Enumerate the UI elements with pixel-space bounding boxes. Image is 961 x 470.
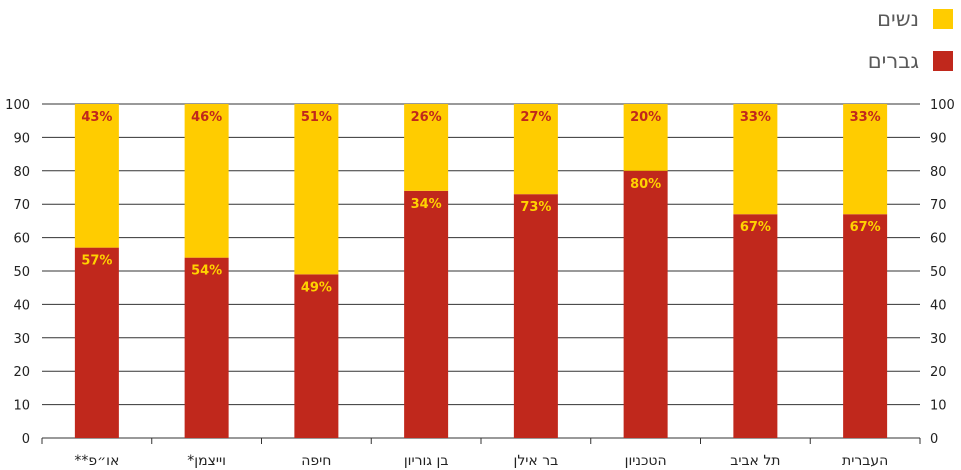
bar-segment-women <box>184 104 229 258</box>
bar-segment-men <box>404 190 449 438</box>
x-category-label: בן גוריון <box>404 453 449 469</box>
bar-segment-women <box>74 104 119 248</box>
legend-item-men: גברים <box>867 49 953 73</box>
y-tick-label-left: 10 <box>13 399 30 414</box>
y-tick-label-left: 90 <box>13 131 30 146</box>
bar-segment-men <box>74 247 119 438</box>
legend-label-women: נשים <box>877 7 919 31</box>
bar-segment-men <box>294 274 339 438</box>
y-tick-label-left: 60 <box>13 232 30 247</box>
data-label-men: 54% <box>191 264 222 279</box>
y-tick-label-right: 60 <box>930 232 947 247</box>
y-tick-label-left: 0 <box>22 432 30 447</box>
data-label-women: 27% <box>520 110 551 125</box>
x-category-label: תל אביב <box>730 453 780 469</box>
data-label-men: 80% <box>630 177 661 192</box>
y-tick-label-left: 40 <box>13 298 30 313</box>
bar-segment-men <box>513 194 558 438</box>
y-tick-label-left: 70 <box>13 198 30 213</box>
y-tick-label-right: 10 <box>930 399 947 414</box>
data-label-men: 73% <box>520 200 551 215</box>
x-category-label: הטכניון <box>625 453 667 469</box>
y-tick-label-right: 50 <box>930 265 947 280</box>
y-tick-label-right: 90 <box>930 131 947 146</box>
data-label-women: 51% <box>301 110 332 125</box>
bar-segment-men <box>733 214 778 438</box>
x-category-label: וייצמן* <box>187 453 226 469</box>
data-label-women: 26% <box>411 110 442 125</box>
data-label-women: 46% <box>191 110 222 125</box>
data-label-men: 34% <box>411 197 442 212</box>
bar-segment-women <box>843 104 888 215</box>
legend-swatch-men <box>933 51 953 71</box>
y-tick-label-right: 70 <box>930 198 947 213</box>
x-category-label: העברית <box>842 453 888 469</box>
data-label-women: 33% <box>740 110 771 125</box>
legend-swatch-women <box>933 9 953 29</box>
bar-segment-women <box>623 104 668 171</box>
y-tick-label-left: 50 <box>13 265 30 280</box>
data-label-women: 33% <box>850 110 881 125</box>
x-category-label: בר אילן <box>514 453 559 469</box>
bar-segment-women <box>513 104 558 195</box>
legend-item-women: נשים <box>877 7 953 31</box>
y-tick-label-left: 80 <box>13 165 30 180</box>
bar-segment-women <box>294 104 339 275</box>
x-category-label: או״פ** <box>74 453 119 469</box>
y-tick-label-right: 40 <box>930 298 947 313</box>
data-label-men: 57% <box>81 254 112 269</box>
data-label-men: 67% <box>740 220 771 235</box>
y-tick-label-left: 20 <box>13 365 30 380</box>
legend-label-men: גברים <box>867 49 919 73</box>
chart-legend: נשים גברים <box>813 4 953 74</box>
data-label-women: 20% <box>630 110 661 125</box>
y-tick-label-right: 0 <box>930 432 938 447</box>
data-label-women: 43% <box>81 110 112 125</box>
data-label-men: 67% <box>850 220 881 235</box>
x-category-label: חיפה <box>301 453 331 469</box>
bar-segment-men <box>623 170 668 439</box>
data-label-men: 49% <box>301 280 332 295</box>
y-tick-label-right: 100 <box>930 98 955 113</box>
y-tick-label-right: 20 <box>930 365 947 380</box>
y-tick-label-right: 80 <box>930 165 947 180</box>
y-tick-label-left: 100 <box>5 98 30 113</box>
bar-segment-men <box>184 257 229 438</box>
y-tick-label-left: 30 <box>13 332 30 347</box>
bar-segment-women <box>404 104 449 191</box>
y-tick-label-right: 30 <box>930 332 947 347</box>
bar-segment-men <box>843 214 888 438</box>
bar-segment-women <box>733 104 778 215</box>
